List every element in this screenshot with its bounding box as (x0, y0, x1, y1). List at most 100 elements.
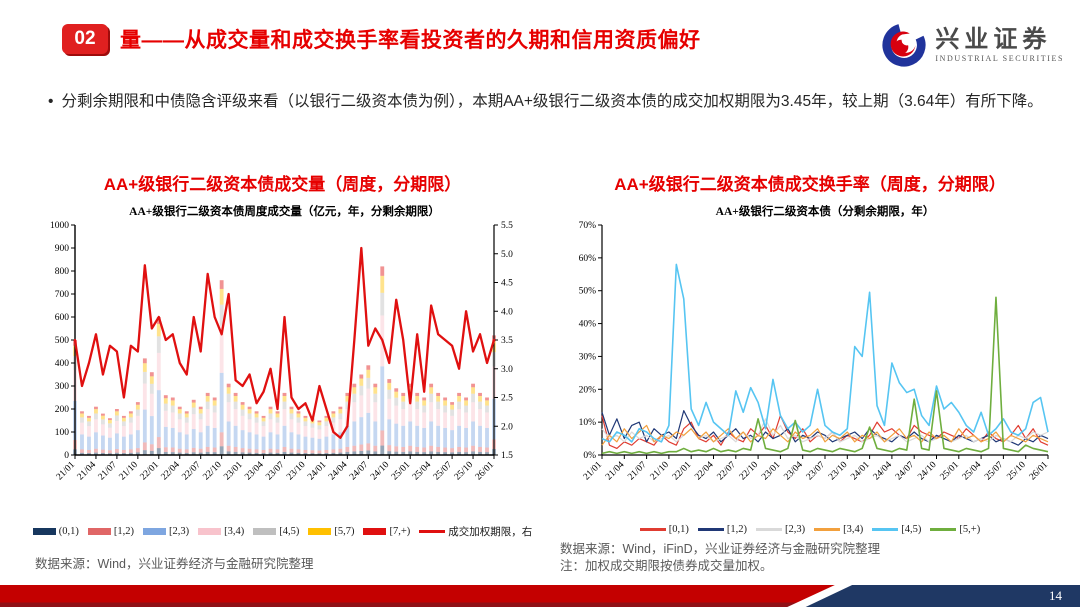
volume-source: 数据来源：Wind，兴业证券经济与金融研究院整理 (35, 557, 314, 571)
svg-text:AA+级银行二级资本债（分剩余期限，年）: AA+级银行二级资本债（分剩余期限，年） (716, 204, 935, 218)
svg-text:500: 500 (55, 336, 70, 346)
svg-text:900: 900 (55, 244, 70, 254)
legend-item: [5,+) (930, 524, 980, 535)
legend-label: [1,2) (113, 526, 134, 537)
svg-text:26/01: 26/01 (1028, 460, 1051, 483)
legend-item: [1,2) (87, 526, 134, 537)
legend-label: (0,1) (58, 526, 79, 537)
svg-text:23/10: 23/10 (827, 460, 850, 483)
legend-item: [2,3) (756, 524, 805, 535)
svg-text:30%: 30% (579, 352, 597, 362)
svg-text:22/07: 22/07 (716, 460, 739, 483)
legend-line-swatch (756, 528, 783, 531)
legend-bar-swatch (87, 528, 111, 535)
legend-item: 成交加权期限，右 (419, 524, 532, 539)
legend-line-swatch (872, 528, 899, 531)
svg-text:25/01: 25/01 (390, 460, 413, 483)
svg-text:5.0: 5.0 (501, 250, 513, 260)
footer-blue-stripe (805, 585, 1080, 607)
legend-label: [1,2) (726, 524, 748, 535)
logo-text: 兴业证券 INDUSTRIAL SECURITIES (935, 28, 1064, 63)
svg-text:21/04: 21/04 (604, 460, 627, 483)
svg-text:22/01: 22/01 (139, 460, 162, 483)
legend-label: [3,4) (224, 526, 245, 537)
svg-text:25/07: 25/07 (983, 460, 1006, 483)
svg-text:400: 400 (55, 359, 70, 369)
legend-bar-swatch (198, 528, 222, 535)
legend-label: [7,+) (389, 526, 411, 537)
legend-bar-swatch (32, 528, 56, 535)
svg-text:21/01: 21/01 (55, 460, 78, 483)
legend-item: [1,2) (697, 524, 748, 535)
legend-bar-swatch (253, 528, 277, 535)
legend-line-swatch (930, 528, 957, 531)
legend-item: [4,5) (872, 524, 921, 535)
svg-text:24/07: 24/07 (894, 460, 917, 483)
svg-text:50%: 50% (579, 287, 597, 297)
turnover-panel-heading: AA+级银行二级资本债成交换手率（周度，分期限） (614, 175, 1006, 194)
legend-label: [0,1) (668, 524, 689, 535)
svg-text:600: 600 (55, 313, 70, 323)
section-number-badge: 02 (62, 24, 108, 54)
svg-text:0%: 0% (583, 451, 596, 461)
svg-text:23/01: 23/01 (222, 460, 245, 483)
svg-text:3.0: 3.0 (501, 365, 513, 375)
legend-label: [4,5) (901, 524, 922, 535)
legend-line-swatch (419, 530, 446, 533)
legend-label: [2,3) (785, 524, 806, 535)
svg-text:22/01: 22/01 (671, 460, 694, 483)
svg-text:24/10: 24/10 (916, 460, 939, 483)
svg-text:10%: 10% (579, 418, 597, 428)
slide-header: 02 量——从成交量和成交换手率看投资者的久期和信用资质偏好 (62, 24, 701, 54)
legend-item: [7,+) (363, 526, 410, 537)
svg-text:3.5: 3.5 (501, 336, 513, 346)
svg-text:22/10: 22/10 (738, 460, 761, 483)
logo-name-cn: 兴业证券 (935, 26, 1052, 53)
turnover-panel: AA+级银行二级资本债成交换手率（周度，分期限） AA+级银行二级资本债（分剩余… (560, 170, 1060, 575)
svg-text:24/04: 24/04 (327, 460, 350, 483)
page-title: 量——从成交量和成交换手率看投资者的久期和信用资质偏好 (120, 29, 701, 52)
svg-text:2.0: 2.0 (501, 422, 513, 432)
svg-text:22/10: 22/10 (201, 460, 224, 483)
svg-text:22/07: 22/07 (180, 460, 203, 483)
svg-text:300: 300 (55, 382, 70, 392)
svg-text:21/10: 21/10 (649, 460, 672, 483)
svg-text:21/01: 21/01 (582, 460, 605, 483)
summary-bullet: • 分剩余期限和中债隐含评级来看（以银行二级资本债为例），本期AA+级银行二级资本… (48, 90, 1043, 114)
volume-panel-heading: AA+级银行二级资本债成交量（周度，分期限） (103, 175, 462, 194)
turnover-source: 数据来源：Wind，iFinD，兴业证券经济与金融研究院整理 注：加权成交期限按… (560, 541, 1060, 575)
svg-text:23/04: 23/04 (243, 460, 266, 483)
svg-text:100: 100 (55, 428, 70, 438)
svg-text:200: 200 (55, 405, 70, 415)
volume-chart: AA+级银行二级资本债周度成交量（亿元，年，分剩余期限） 0 100 200 300 40… (50, 204, 513, 483)
svg-text:24/10: 24/10 (369, 460, 392, 483)
turnover-note-line: 注：加权成交期限按债券成交量加权。 (560, 558, 773, 573)
svg-text:21/07: 21/07 (97, 460, 120, 483)
svg-text:0: 0 (64, 451, 69, 461)
bullet-marker: • (48, 93, 54, 110)
svg-text:25/07: 25/07 (432, 460, 455, 483)
legend-bar-swatch (363, 528, 387, 535)
svg-text:20%: 20% (579, 385, 597, 395)
svg-text:1.5: 1.5 (501, 451, 513, 461)
svg-text:5.5: 5.5 (501, 221, 513, 231)
legend-label: 成交加权期限，右 (448, 527, 533, 538)
svg-text:23/01: 23/01 (760, 460, 783, 483)
legend-label: [5,7) (334, 526, 355, 537)
svg-text:24/04: 24/04 (872, 460, 895, 483)
svg-text:24/01: 24/01 (306, 460, 329, 483)
svg-text:23/10: 23/10 (285, 460, 308, 483)
svg-text:4.0: 4.0 (501, 307, 513, 317)
svg-text:25/01: 25/01 (939, 460, 962, 483)
svg-text:25/04: 25/04 (411, 460, 434, 483)
svg-text:25/10: 25/10 (1005, 460, 1028, 483)
legend-label: [3,4) (843, 524, 864, 535)
svg-text:700: 700 (55, 290, 70, 300)
logo-name-en: INDUSTRIAL SECURITIES (935, 53, 1064, 63)
svg-text:26/01: 26/01 (474, 460, 497, 483)
volume-chart-legend: (0,1) [1,2) [2,3) [3,4) [4,5) [5,7) [7,+) 成交加权期… (32, 524, 532, 539)
svg-text:23/04: 23/04 (782, 460, 805, 483)
svg-text:21/07: 21/07 (626, 460, 649, 483)
svg-text:1000: 1000 (50, 221, 69, 231)
